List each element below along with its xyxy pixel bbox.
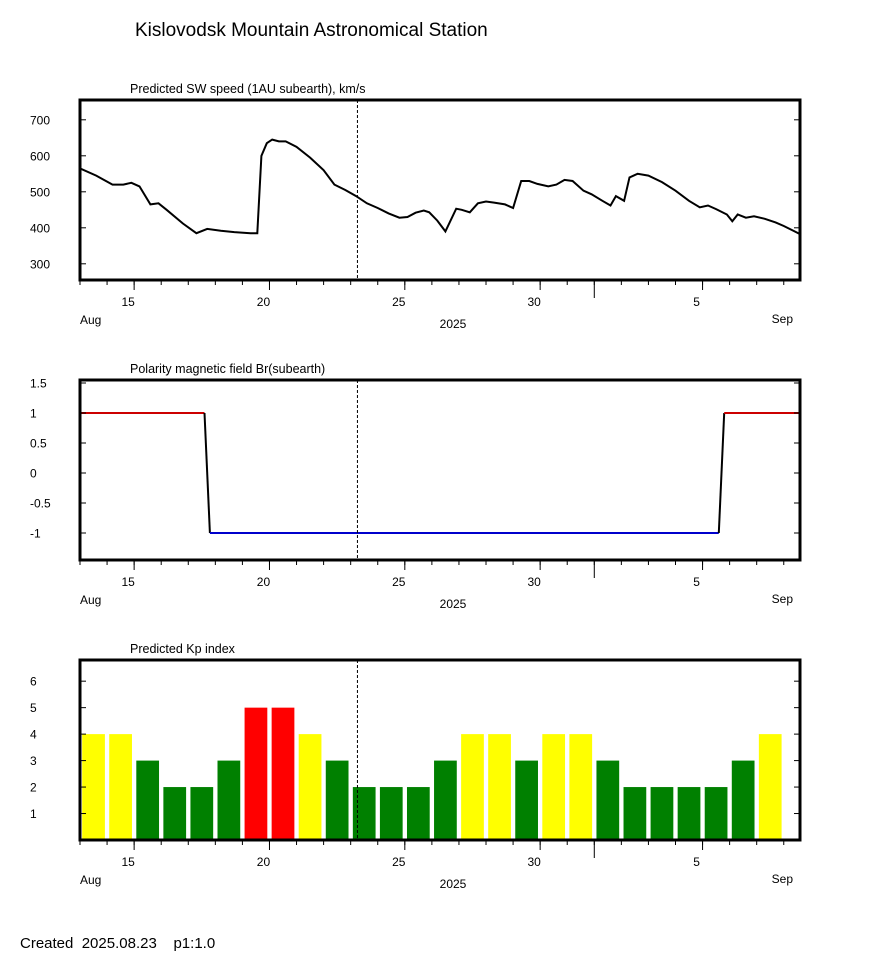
- kp-bar: [461, 734, 484, 840]
- kp-bar: [542, 734, 566, 840]
- x-tick-label: 25: [392, 855, 406, 869]
- kp-bar: [650, 787, 674, 840]
- charts-canvas: Predicted SW speed (1AU subearth), km/s 3…: [30, 82, 802, 891]
- kp-bar: [488, 734, 511, 840]
- x-tick-label: 5: [693, 855, 700, 869]
- plot-frame: [78, 658, 802, 842]
- y-tick-label: 1.5: [30, 377, 47, 391]
- y-tick-label: 6: [30, 675, 37, 689]
- month-label-left: Aug: [80, 873, 101, 887]
- kp-bar: [325, 760, 349, 840]
- x-tick-label: 30: [527, 575, 541, 589]
- x-tick-label: 15: [121, 575, 135, 589]
- y-tick-label: 600: [30, 149, 50, 163]
- kp-bar: [298, 734, 322, 840]
- month-label-right: Sep: [772, 872, 794, 886]
- plot-data: [80, 412, 800, 534]
- y-tick-label: 500: [30, 185, 50, 199]
- kp-bar: [271, 707, 295, 840]
- month-label-left: Aug: [80, 313, 101, 327]
- page-title: Kislovodsk Mountain Astronomical Station: [135, 20, 488, 41]
- y-tick-label: 0: [30, 467, 37, 481]
- y-tick-label: 4: [30, 728, 37, 742]
- y-tick-label: 5: [30, 701, 37, 715]
- y-tick-label: 300: [30, 257, 50, 271]
- kp-bar: [623, 787, 647, 840]
- y-tick-label: 400: [30, 221, 50, 235]
- created-date: 2025.08.23: [81, 935, 157, 952]
- month-label-left: Aug: [80, 593, 101, 607]
- chart-panel-1: Predicted SW speed (1AU subearth), km/s 3…: [30, 82, 802, 331]
- kp-bar: [596, 760, 620, 840]
- x-axis-year-label: 2025: [440, 877, 467, 891]
- kp-bar: [163, 787, 187, 840]
- x-tick-label: 15: [121, 295, 135, 309]
- plot-data: [80, 138, 800, 236]
- x-tick-label: 30: [527, 855, 541, 869]
- x-tick-label: 25: [392, 295, 406, 309]
- x-tick-label: 15: [121, 855, 135, 869]
- kp-bar: [704, 787, 728, 840]
- kp-bar: [82, 734, 105, 840]
- chart-title: Polarity magnetic field Br(subearth): [130, 362, 325, 376]
- kp-bar: [190, 787, 214, 840]
- kp-bar: [731, 760, 755, 840]
- y-tick-label: 3: [30, 754, 37, 768]
- kp-bar: [569, 734, 593, 840]
- series-line: [717, 412, 726, 534]
- kp-bar: [406, 787, 430, 840]
- x-tick-label: 20: [257, 295, 271, 309]
- x-tick-label: 5: [693, 575, 700, 589]
- kp-bar: [434, 760, 457, 840]
- kp-bar: [244, 707, 268, 840]
- y-tick-label: 700: [30, 113, 50, 127]
- y-tick-label: -1: [30, 527, 41, 541]
- plot-data: [82, 707, 782, 840]
- kp-bar: [136, 760, 160, 840]
- plot-frame: [78, 378, 802, 562]
- created-label: Created: [20, 935, 74, 952]
- chart-title: Predicted Kp index: [130, 642, 236, 656]
- x-tick-label: 25: [392, 575, 406, 589]
- kp-bar: [515, 760, 538, 840]
- kp-bar: [758, 734, 782, 840]
- x-tick-label: 20: [257, 575, 271, 589]
- series-line: [203, 412, 211, 534]
- month-label-right: Sep: [772, 312, 794, 326]
- plot-frame: [78, 98, 802, 282]
- page-indicator: p1:1.0: [173, 935, 216, 952]
- kp-bar: [677, 787, 701, 840]
- kp-bar: [352, 787, 376, 840]
- y-tick-label: 1: [30, 407, 37, 421]
- y-tick-label: 0.5: [30, 437, 47, 451]
- x-axis-year-label: 2025: [440, 597, 467, 611]
- kp-bar: [109, 734, 132, 840]
- x-tick-label: 5: [693, 295, 700, 309]
- y-tick-label: 2: [30, 781, 37, 795]
- chart-panel-2: Polarity magnetic field Br(subearth) 1.5 1…: [30, 362, 802, 611]
- footer: Created 2025.08.23 p1:1.0: [20, 935, 215, 952]
- x-tick-label: 30: [527, 295, 541, 309]
- x-axis-year-label: 2025: [440, 317, 467, 331]
- kp-bar: [217, 760, 241, 840]
- y-tick-label: 1: [30, 807, 37, 821]
- y-tick-label: -0.5: [30, 497, 51, 511]
- month-label-right: Sep: [772, 592, 794, 606]
- kp-bar: [379, 787, 403, 840]
- chart-title: Predicted SW speed (1AU subearth), km/s: [130, 82, 366, 96]
- x-tick-label: 20: [257, 855, 271, 869]
- series-line: [80, 138, 800, 236]
